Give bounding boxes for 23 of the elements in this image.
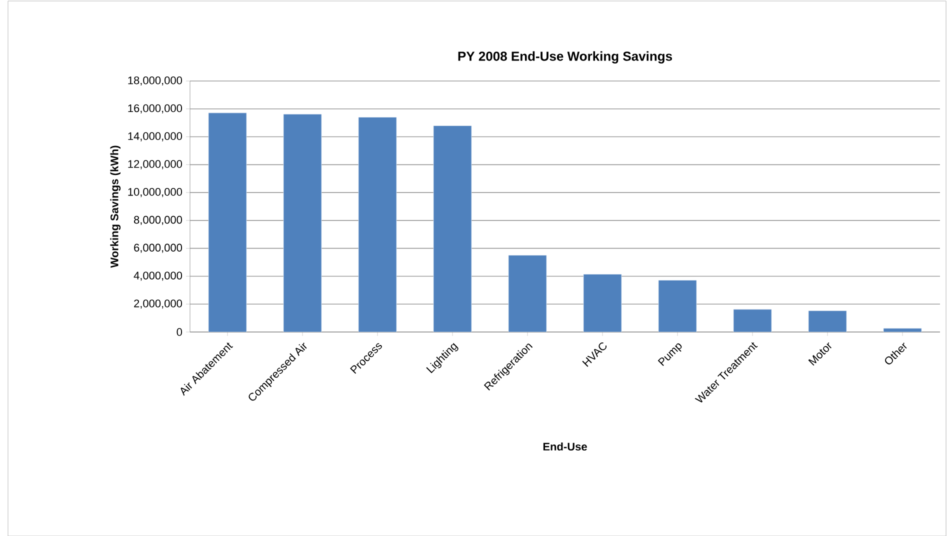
y-tick-label: 6,000,000 bbox=[134, 244, 182, 253]
bar bbox=[733, 309, 772, 332]
bar bbox=[883, 328, 922, 332]
bar bbox=[433, 126, 472, 332]
y-tick-label: 0 bbox=[176, 328, 182, 336]
bar bbox=[358, 117, 397, 332]
bar bbox=[658, 280, 697, 332]
x-axis-title: End-Use bbox=[543, 442, 587, 451]
y-tick-label: 4,000,000 bbox=[134, 272, 182, 281]
y-tick-label: 2,000,000 bbox=[134, 300, 182, 309]
bar bbox=[208, 112, 247, 332]
y-tick-label: 8,000,000 bbox=[134, 216, 182, 225]
y-axis-title: Working Savings (kWh) bbox=[110, 146, 121, 268]
y-tick-label: 10,000,000 bbox=[128, 188, 182, 198]
bar bbox=[808, 310, 847, 332]
chart-title: PY 2008 End-Use Working Savings bbox=[458, 51, 672, 64]
bar bbox=[508, 255, 547, 332]
bar bbox=[583, 274, 622, 332]
y-tick-label: 18,000,000 bbox=[128, 76, 182, 86]
y-tick-label: 16,000,000 bbox=[128, 104, 182, 114]
bar bbox=[283, 114, 322, 332]
y-tick-label: 14,000,000 bbox=[128, 132, 182, 142]
y-tick-label: 12,000,000 bbox=[128, 160, 182, 170]
